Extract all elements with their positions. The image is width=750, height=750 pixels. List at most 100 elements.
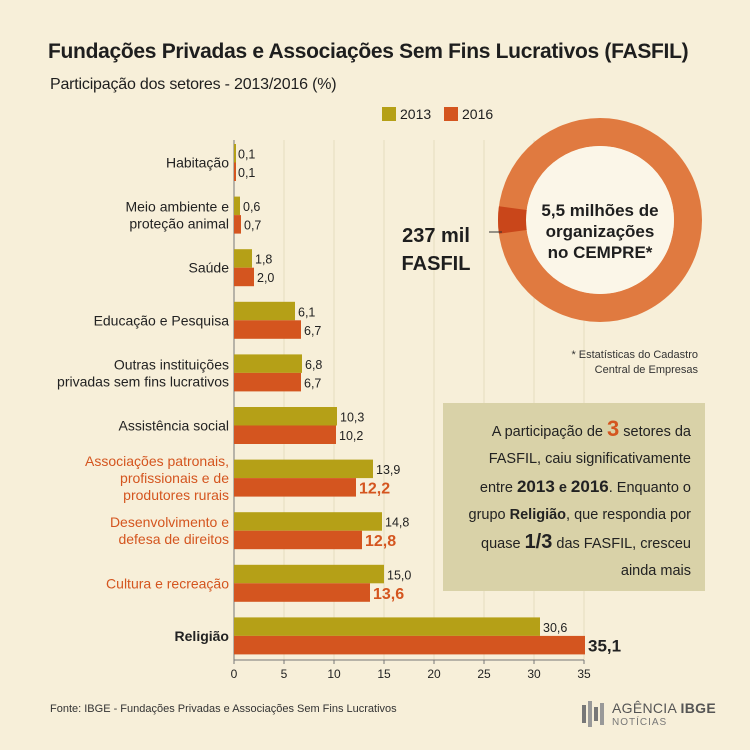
bar-2013-6 — [234, 459, 373, 479]
category-label-6-2: produtores rurais — [123, 487, 229, 503]
category-label-1-1: proteção animal — [129, 216, 229, 232]
callout-year-2016: 2016 — [570, 477, 609, 496]
bar-2013-9 — [234, 617, 540, 636]
bar-2016-8 — [234, 583, 370, 602]
legend-item-2013: 2013 — [382, 106, 431, 122]
category-label-1-0: Meio ambiente e — [125, 199, 229, 215]
bar-2013-4 — [234, 354, 302, 373]
tick-label-x-10: 10 — [327, 667, 341, 681]
bar-2016-4 — [234, 372, 301, 392]
value-label-2016-1: 0,7 — [244, 219, 261, 233]
bar-2016-6 — [234, 478, 356, 497]
callout-number-sectors: 3 — [607, 416, 620, 441]
ibge-logo-icon — [582, 701, 604, 727]
tick-label-x-15: 15 — [377, 667, 391, 681]
donut-footnote: * Estatísticas do Cadastro Central de Em… — [548, 348, 698, 378]
tick-label-x-20: 20 — [427, 667, 441, 681]
bar-2013-5 — [234, 407, 337, 426]
callout-text-6: das FASFIL, cresceu ainda mais — [552, 536, 691, 579]
tick-label-x-30: 30 — [527, 667, 541, 681]
donut-center-line-1: 5,5 milhões de — [541, 201, 659, 220]
value-label-2016-7: 12,8 — [365, 533, 396, 550]
legend-swatch-2013 — [382, 107, 396, 121]
fasfil-count-line-2: FASFIL — [401, 253, 471, 275]
category-label-3-0: Educação e Pesquisa — [94, 312, 230, 328]
tick-label-x-25: 25 — [477, 667, 491, 681]
bar-2016-1 — [234, 215, 241, 234]
bar-2016-2 — [234, 267, 254, 287]
category-label-4-1: privadas sem fins lucrativos — [57, 373, 229, 389]
value-label-2016-8: 13,6 — [373, 586, 404, 603]
category-label-0-0: Habitação — [166, 155, 229, 171]
tick-label-x-35: 35 — [577, 667, 591, 681]
chart-title: Fundações Privadas e Associações Sem Fin… — [48, 40, 689, 63]
category-label-6-0: Associações patronais, — [85, 453, 229, 469]
source-note: Fonte: IBGE - Fundações Privadas e Assoc… — [50, 703, 397, 715]
value-label-2016-5: 10,2 — [339, 429, 363, 443]
donut-center-line-3: no CEMPRE* — [547, 243, 653, 262]
tick-label-x-0: 0 — [231, 667, 238, 681]
callout-text-3: e — [554, 480, 571, 496]
category-label-8-0: Cultura e recreação — [106, 575, 229, 591]
value-label-2016-4: 6,7 — [304, 376, 321, 390]
legend-item-2016: 2016 — [444, 106, 493, 122]
donut-center-line-2: organizações — [545, 222, 655, 241]
callout-fraction: 1/3 — [524, 531, 553, 553]
value-label-2016-2: 2,0 — [257, 271, 274, 285]
category-label-9-0: Religião — [175, 628, 229, 644]
bar-2016-3 — [234, 320, 301, 339]
fasfil-count-label: 237 mil FASFIL — [386, 222, 486, 278]
bar-2016-9 — [234, 635, 585, 655]
value-label-2013-8: 15,0 — [387, 568, 411, 582]
value-label-2013-5: 10,3 — [340, 411, 364, 425]
logo-word-agencia: AGÊNCIA — [612, 700, 677, 716]
logo-text-agencia: AGÊNCIA IBGE — [612, 700, 716, 716]
bar-2016-7 — [234, 530, 362, 550]
bar-2013-8 — [234, 564, 384, 584]
donut-footnote-line-1: * Estatísticas do Cadastro — [571, 349, 698, 361]
value-label-2016-9: 35,1 — [588, 636, 621, 655]
callout-text-4: . Enquanto o grupo — [468, 480, 691, 523]
logo-text-noticias: NOTÍCIAS — [612, 717, 668, 728]
chart-subtitle: Participação dos setores - 2013/2016 (%) — [50, 76, 337, 93]
bar-2013-7 — [234, 512, 382, 531]
value-label-2013-7: 14,8 — [385, 516, 409, 530]
value-label-2016-6: 12,2 — [359, 481, 390, 498]
agencia-ibge-logo: AGÊNCIA IBGE NOTÍCIAS — [582, 698, 716, 732]
bar-2013-3 — [234, 301, 295, 321]
category-label-6-1: profissionais e de — [120, 470, 229, 486]
value-label-2013-1: 0,6 — [243, 200, 260, 214]
callout-box: A participação de 3 setores da FASFIL, c… — [443, 403, 705, 591]
bar-2016-5 — [234, 425, 336, 444]
value-label-2013-6: 13,9 — [376, 463, 400, 477]
value-label-2013-2: 1,8 — [255, 253, 272, 267]
tick-label-x-5: 5 — [281, 667, 288, 681]
legend-label-2013: 2013 — [400, 106, 432, 122]
value-label-2013-4: 6,8 — [305, 358, 322, 372]
callout-year-2013: 2013 — [516, 477, 555, 496]
value-label-2013-3: 6,1 — [298, 305, 315, 319]
category-label-7-1: defesa de direitos — [118, 531, 229, 547]
callout-text-1: A participação de — [491, 424, 607, 440]
category-label-5-0: Assistência social — [119, 418, 230, 434]
category-label-7-0: Desenvolvimento e — [110, 514, 229, 530]
value-label-2013-9: 30,6 — [543, 621, 567, 635]
callout-text-5: , que respondia por quase — [481, 507, 691, 552]
legend-label-2016: 2016 — [462, 106, 494, 122]
value-label-2016-3: 6,7 — [304, 324, 321, 338]
value-label-2013-0: 0,1 — [238, 148, 255, 162]
category-label-4-0: Outras instituições — [114, 356, 229, 372]
logo-word-ibge: IBGE — [680, 700, 716, 716]
donut-hole — [526, 146, 674, 294]
bar-2013-1 — [234, 196, 240, 216]
callout-religiao: Religião — [509, 507, 567, 523]
donut-slice-fasfil — [497, 206, 527, 234]
legend-swatch-2016 — [444, 107, 458, 121]
donut-footnote-line-2: Central de Empresas — [594, 364, 698, 376]
bar-2013-0 — [234, 144, 236, 163]
donut-center-label: 5,5 milhões de organizações no CEMPRE* — [530, 200, 670, 263]
callout-text-2: setores da FASFIL, caiu significativamen… — [479, 424, 691, 496]
fasfil-count-line-1: 237 mil — [402, 225, 470, 247]
category-label-2-0: Saúde — [189, 260, 230, 276]
